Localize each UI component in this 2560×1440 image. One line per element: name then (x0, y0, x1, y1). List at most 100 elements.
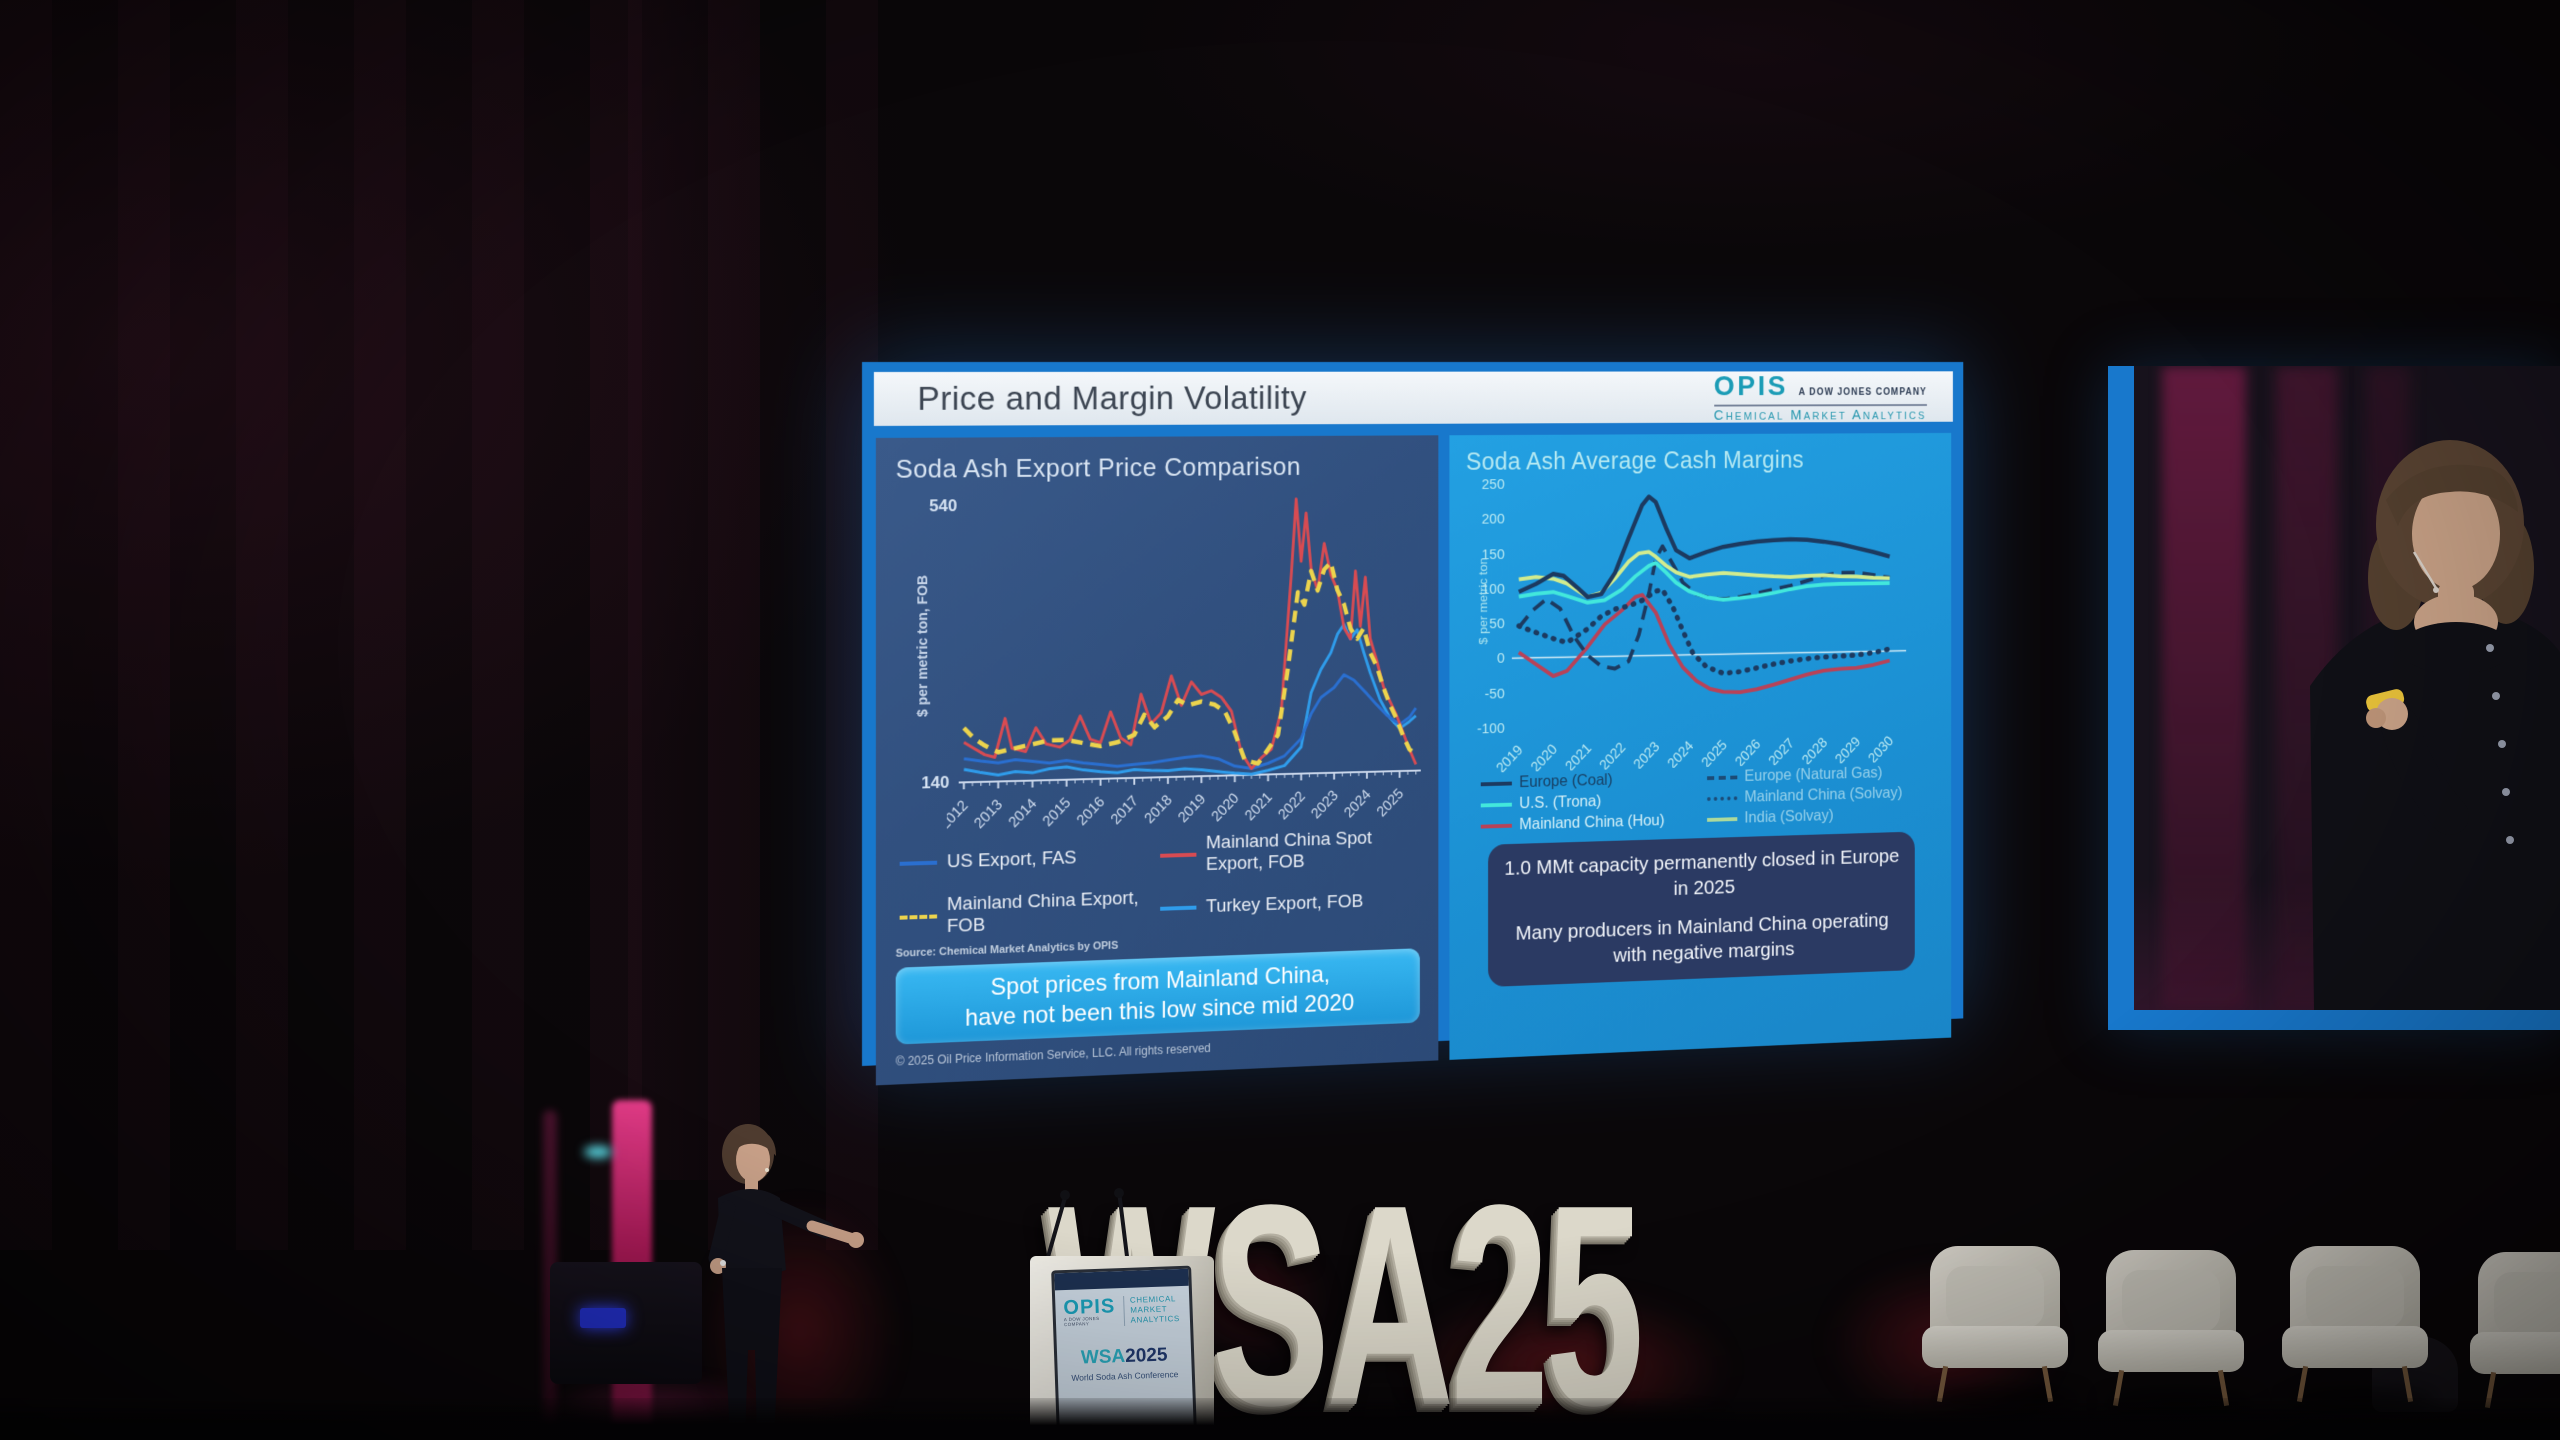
legend-swatch-turkey-export (1160, 905, 1197, 912)
svg-text:2017: 2017 (1108, 793, 1142, 828)
svg-text:2027: 2027 (1766, 736, 1798, 770)
svg-text:2025: 2025 (1699, 737, 1731, 771)
svg-text:2023: 2023 (1631, 739, 1663, 773)
svg-text:2024: 2024 (1341, 787, 1374, 822)
legend-item: Mainland China (Hou) (1480, 811, 1707, 836)
svg-text:-100: -100 (1477, 720, 1505, 737)
slide-body: Soda Ash Export Price Comparison 540 140… (874, 422, 1953, 1086)
stage-backdrop-top (760, 0, 2560, 390)
podium-logo-divider (1122, 1295, 1125, 1326)
capacity-callout: 1.0 MMt capacity permanently closed in E… (1488, 831, 1915, 987)
svg-text:2030: 2030 (1865, 733, 1896, 767)
svg-text:2016: 2016 (1074, 794, 1108, 829)
svg-text:2021: 2021 (1242, 789, 1276, 824)
spot-price-callout: Spot prices from Mainland China, have no… (895, 948, 1420, 1045)
svg-text:150: 150 (1482, 546, 1505, 563)
podium-mic-tip (1114, 1188, 1124, 1198)
opis-logo: OPIS A DOW JONES COMPANY Chemical Market… (1713, 370, 1927, 424)
callout-para-1: 1.0 MMt capacity permanently closed in E… (1504, 845, 1900, 900)
legend-label: US Export, FAS (946, 847, 1077, 873)
presenter-video-figure (2310, 440, 2560, 1010)
export-price-chart: 2012 2013 2014 2015 2016 2017 2018 2019 2020 2021… (947, 485, 1428, 831)
legend-swatch-china-solvay (1707, 796, 1738, 801)
legend-swatch-europe-coal (1480, 781, 1512, 787)
svg-text:2020: 2020 (1528, 741, 1560, 773)
export-price-panel: Soda Ash Export Price Comparison 540 140… (875, 435, 1439, 1086)
armchair (2098, 1250, 2244, 1407)
armchair (2282, 1246, 2428, 1403)
legend-label: Mainland China Export, FOB (946, 888, 1139, 938)
svg-text:2023: 2023 (1308, 787, 1341, 822)
svg-text:2026: 2026 (1732, 736, 1764, 770)
brand-divider (1713, 403, 1927, 407)
dow-jones-tagline: A DOW JONES COMPANY (1798, 387, 1927, 398)
legend-item: US Export, FAS (899, 834, 1161, 886)
svg-text:2022: 2022 (1597, 740, 1629, 774)
fixture-display (580, 1308, 626, 1328)
podium-opis-wordmark: OPIS (1063, 1295, 1116, 1320)
export-chart-title: Soda Ash Export Price Comparison (895, 451, 1301, 484)
podium-event-code: WSA2025 (1057, 1344, 1192, 1371)
podium-mic-tip (1060, 1190, 1070, 1200)
svg-text:250: 250 (1482, 476, 1505, 493)
legend-label: India (Solvay) (1744, 807, 1834, 827)
event-code-year: 2025 (1124, 1344, 1168, 1367)
svg-text:2024: 2024 (1665, 738, 1697, 772)
legend-label: Europe (Coal) (1519, 771, 1613, 792)
svg-text:2021: 2021 (1562, 740, 1594, 773)
svg-text:2015: 2015 (1040, 795, 1075, 831)
event-code-accent: WSA (1080, 1345, 1126, 1369)
armchair-partial (2470, 1252, 2560, 1409)
svg-text:2019: 2019 (1493, 742, 1526, 773)
svg-text:2012: 2012 (947, 797, 972, 830)
legend-swatch-china-hou (1480, 823, 1512, 829)
svg-text:2029: 2029 (1832, 734, 1863, 768)
svg-text:2014: 2014 (1005, 796, 1040, 831)
presenter-on-stage (708, 1124, 864, 1440)
svg-text:2013: 2013 (971, 796, 1006, 830)
cash-margins-panel: Soda Ash Average Cash Margins $ per metr… (1449, 433, 1952, 1060)
legend-swatch-us-trona (1480, 802, 1512, 808)
svg-text:200: 200 (1482, 511, 1505, 528)
legend-label: U.S. (Trona) (1519, 792, 1602, 813)
podium-division-label: Chemical Market Analytics (1129, 1294, 1180, 1325)
armchair (1922, 1246, 2068, 1403)
svg-text:2020: 2020 (1208, 790, 1242, 825)
svg-text:50: 50 (1489, 616, 1504, 633)
legend-item: Turkey Export, FOB (1160, 879, 1420, 931)
podium-logo-row: OPIS A DOW JONES COMPANY Chemical Market… (1055, 1286, 1190, 1329)
export-chart-area: 540 140 $ per metric ton, FOB 2012 2013 20… (896, 485, 1420, 840)
projection-screen-slide: Price and Margin Volatility OPIS A DOW J… (862, 362, 1964, 1086)
svg-text:0: 0 (1497, 651, 1505, 668)
svg-text:2028: 2028 (1799, 735, 1830, 769)
legend-swatch-us-export (899, 860, 938, 867)
legend-swatch-china-spot (1160, 852, 1197, 859)
legend-label: Europe (Natural Gas) (1744, 764, 1883, 786)
brand-division: Chemical Market Analytics (1713, 406, 1927, 424)
curtain-seam (628, 0, 858, 1180)
legend-label: Mainland China (Hou) (1519, 811, 1665, 834)
legend-swatch-europe-gas (1707, 775, 1738, 780)
stage-front-edge (0, 1398, 2560, 1440)
legend-label: Turkey Export, FOB (1205, 891, 1364, 918)
export-chart-legend: US Export, FAS Mainland China Spot Expor… (899, 827, 1420, 940)
cyan-stage-light (584, 1146, 612, 1158)
svg-text:-50: -50 (1485, 686, 1505, 703)
opis-wordmark: OPIS (1713, 370, 1789, 402)
callout-para-2: Many producers in Mainland China operati… (1515, 909, 1889, 967)
svg-text:100: 100 (1482, 581, 1505, 598)
legend-label: Mainland China Spot Export, FOB (1205, 828, 1372, 876)
svg-text:2025: 2025 (1374, 786, 1407, 821)
legend-item: India (Solvay) (1707, 804, 1936, 829)
svg-text:2019: 2019 (1175, 791, 1209, 826)
podium-event-name: World Soda Ash Conference (1071, 1369, 1179, 1383)
y-axis-min-label: 140 (921, 773, 950, 793)
svg-text:2022: 2022 (1275, 788, 1309, 823)
legend-swatch-india-solvay (1707, 816, 1738, 822)
margins-chart-legend: Europe (Coal) Europe (Natural Gas) U.S. … (1480, 763, 1936, 836)
legend-label: Mainland China (Solvay) (1744, 784, 1903, 806)
legend-item: Mainland China Export, FOB (899, 887, 1161, 939)
margins-chart-area: $ per metric ton 250 200 150 100 50 0 -50 -100 2… (1466, 475, 1936, 775)
